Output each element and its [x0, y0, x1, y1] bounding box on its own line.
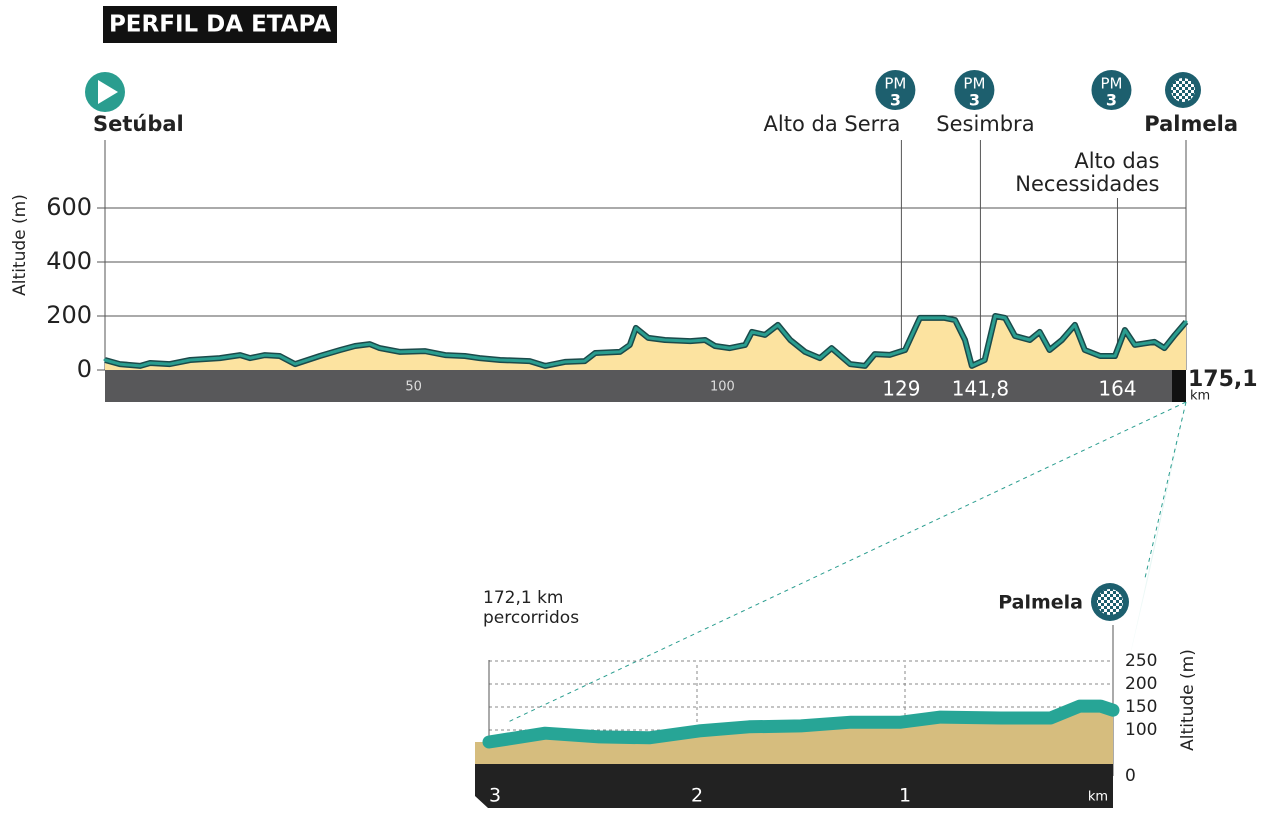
start-name: Setúbal: [93, 112, 184, 136]
climb-km: 164: [1098, 377, 1136, 401]
start-arrow: [98, 80, 118, 104]
finish-km: 175,1: [1188, 367, 1258, 392]
climb-icon: [875, 70, 916, 110]
zoom-glow: [1120, 402, 1186, 700]
title-box: [103, 6, 337, 43]
climb-km: 141,8: [952, 377, 1009, 401]
x-tick-label: 50: [405, 380, 422, 395]
finish-flag: [1171, 78, 1195, 102]
climb-name: Sesimbra: [936, 112, 1034, 136]
climb-name: Alto das: [1074, 149, 1159, 173]
finish-band: [1172, 370, 1186, 402]
climb-category: 3: [890, 91, 901, 110]
climb-icon: [954, 70, 995, 110]
y-tick-label: 250: [1125, 651, 1157, 671]
y-tick-label: 200: [46, 301, 92, 329]
annotation: percorridos: [483, 608, 579, 628]
y-axis-label: Altitude (m): [1178, 649, 1198, 751]
zoom-connector: [507, 401, 1187, 723]
climb-category: PM: [1100, 75, 1122, 93]
climb-category: PM: [963, 75, 985, 93]
annotation: 172,1 km: [483, 588, 563, 608]
x-tick-label: 1: [899, 785, 911, 807]
x-tick-label: 3: [489, 785, 501, 807]
y-tick-label: 150: [1125, 697, 1157, 717]
distance-band: [105, 370, 1186, 402]
x-tick-label: 100: [710, 380, 735, 395]
title: PERFIL DA ETAPA: [109, 12, 331, 38]
finish-unit: km: [1190, 389, 1210, 404]
zoom-connector: [1144, 401, 1187, 579]
y-tick-label: 0: [77, 355, 92, 383]
climb-category: 3: [1106, 91, 1117, 110]
climb-category: 3: [969, 91, 980, 110]
climb-km: 129: [882, 377, 920, 401]
finish-name: Palmela: [998, 592, 1083, 614]
y-axis-label: Altitude (m): [10, 194, 30, 296]
climb-icon: [1091, 70, 1132, 110]
x-unit: km: [1088, 790, 1108, 805]
elevation-area: [105, 316, 1186, 370]
y-tick-label: 100: [1125, 720, 1157, 740]
elevation-line: [482, 699, 1120, 749]
y-tick-label: 0: [1125, 766, 1136, 786]
y-tick-label: 600: [46, 193, 92, 221]
elevation-line: [103, 314, 1188, 368]
x-tick-label: 2: [691, 785, 703, 807]
distance-band: [475, 764, 1113, 808]
climb-name: Alto da Serra: [764, 112, 901, 136]
finish-flag: [1097, 589, 1123, 615]
finish-name: Palmela: [1144, 112, 1238, 136]
y-tick-label: 200: [1125, 674, 1157, 694]
climb-category: PM: [884, 75, 906, 93]
y-tick-label: 400: [46, 247, 92, 275]
climb-name: Necessidades: [1015, 172, 1159, 196]
